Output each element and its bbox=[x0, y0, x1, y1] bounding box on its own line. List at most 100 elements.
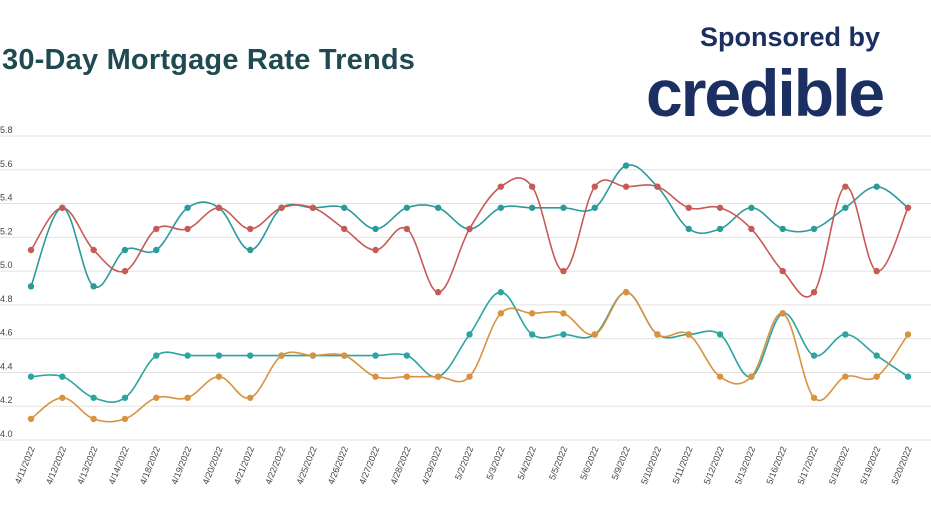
data-point bbox=[497, 289, 505, 296]
data-point bbox=[528, 331, 536, 338]
y-tick-label: 5.2 bbox=[0, 226, 13, 236]
data-point bbox=[341, 225, 348, 233]
data-point bbox=[904, 331, 912, 338]
data-point bbox=[90, 394, 97, 401]
data-point bbox=[153, 394, 160, 401]
data-point bbox=[27, 415, 35, 423]
data-point bbox=[716, 225, 724, 233]
data-point bbox=[748, 373, 755, 380]
x-tick-label: 4/21/2022 bbox=[232, 445, 256, 486]
data-point bbox=[873, 352, 880, 359]
data-point bbox=[59, 394, 66, 401]
x-tick-label: 5/5/2022 bbox=[547, 445, 569, 481]
data-point bbox=[27, 283, 35, 290]
x-tick-label: 4/14/2022 bbox=[107, 445, 131, 486]
data-point bbox=[904, 373, 912, 380]
data-point bbox=[810, 289, 818, 296]
data-point bbox=[842, 183, 849, 190]
data-point bbox=[497, 310, 505, 317]
data-point bbox=[153, 246, 160, 254]
data-point bbox=[184, 204, 191, 211]
x-tick-label: 5/6/2022 bbox=[578, 445, 600, 481]
data-point bbox=[434, 373, 442, 380]
data-point bbox=[528, 310, 536, 317]
data-point bbox=[184, 225, 191, 233]
data-point bbox=[403, 352, 411, 359]
chart-title: 30-Day Mortgage Rate Trends bbox=[2, 44, 416, 76]
x-tick-label: 5/13/2022 bbox=[733, 445, 757, 486]
data-point bbox=[215, 352, 223, 359]
data-point bbox=[121, 394, 129, 401]
data-point bbox=[528, 204, 536, 211]
x-tick-label: 4/25/2022 bbox=[294, 445, 318, 486]
y-tick-label: 4.8 bbox=[0, 294, 13, 304]
data-point bbox=[842, 204, 849, 211]
data-point bbox=[622, 183, 630, 190]
data-point bbox=[153, 352, 160, 359]
data-point bbox=[685, 331, 692, 338]
x-tick-label: 5/4/2022 bbox=[516, 445, 538, 481]
data-point bbox=[810, 225, 818, 233]
y-tick-label: 4.2 bbox=[0, 395, 13, 405]
data-point bbox=[247, 225, 254, 233]
data-point bbox=[309, 352, 317, 359]
x-tick-label: 4/20/2022 bbox=[201, 445, 225, 486]
data-point bbox=[278, 352, 285, 359]
y-tick-label: 5.4 bbox=[0, 193, 13, 203]
x-tick-label: 5/9/2022 bbox=[610, 445, 632, 481]
x-tick-label: 5/3/2022 bbox=[484, 445, 506, 481]
y-tick-label: 5.8 bbox=[0, 125, 13, 135]
data-point bbox=[121, 267, 129, 275]
x-tick-label: 5/2/2022 bbox=[453, 445, 475, 481]
data-point bbox=[591, 204, 598, 211]
data-point bbox=[372, 225, 379, 233]
data-point bbox=[497, 204, 505, 211]
x-tick-label: 4/28/2022 bbox=[388, 445, 412, 486]
data-point bbox=[591, 183, 598, 190]
data-point bbox=[716, 331, 724, 338]
x-tick-label: 4/18/2022 bbox=[138, 445, 162, 486]
data-point bbox=[873, 267, 880, 275]
series-line bbox=[30, 164, 909, 289]
data-point bbox=[779, 225, 786, 233]
data-point bbox=[622, 162, 630, 169]
data-point bbox=[372, 352, 379, 359]
data-point bbox=[466, 331, 473, 338]
x-tick-label: 4/11/2022 bbox=[13, 445, 37, 485]
data-point bbox=[90, 283, 97, 290]
data-point bbox=[748, 225, 755, 233]
data-point bbox=[779, 267, 786, 275]
data-point bbox=[153, 225, 160, 233]
data-point bbox=[685, 225, 692, 233]
data-point bbox=[842, 373, 849, 380]
series-line bbox=[30, 291, 909, 403]
x-tick-label: 4/29/2022 bbox=[420, 445, 444, 486]
data-point bbox=[247, 246, 254, 254]
data-point bbox=[810, 352, 818, 359]
data-point bbox=[90, 246, 97, 254]
data-point bbox=[121, 246, 129, 254]
sponsor-text: Sponsored by bbox=[699, 22, 880, 52]
brand-logo[interactable]: credible bbox=[646, 56, 885, 130]
data-point bbox=[247, 352, 254, 359]
data-point bbox=[842, 331, 849, 338]
x-tick-label: 5/17/2022 bbox=[796, 445, 820, 486]
data-point bbox=[341, 352, 348, 359]
data-point bbox=[622, 289, 630, 296]
data-point bbox=[560, 204, 567, 211]
data-point bbox=[27, 246, 35, 254]
data-point bbox=[685, 204, 692, 211]
sponsor-block: Sponsored by credible bbox=[640, 22, 910, 132]
data-point bbox=[716, 373, 724, 380]
data-point bbox=[654, 331, 661, 338]
data-point bbox=[121, 415, 129, 423]
data-point bbox=[560, 331, 567, 338]
data-point bbox=[59, 204, 66, 211]
y-tick-label: 4.4 bbox=[0, 361, 13, 371]
data-point bbox=[309, 204, 317, 211]
data-point bbox=[184, 394, 191, 401]
data-point bbox=[434, 204, 442, 211]
x-tick-label: 4/13/2022 bbox=[75, 445, 99, 486]
data-point bbox=[560, 310, 567, 317]
data-point bbox=[748, 204, 755, 211]
